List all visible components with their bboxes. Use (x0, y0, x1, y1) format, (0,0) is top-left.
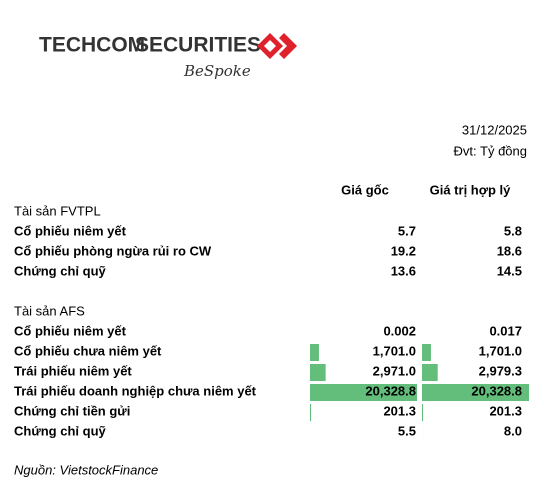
data-bar (422, 344, 431, 361)
cell-value: 8.0 (504, 423, 522, 438)
tagline: BeSpoke (183, 62, 251, 80)
data-bar (422, 404, 424, 421)
cell-value: 0.002 (383, 323, 416, 338)
row-label: Chứng chỉ tiền gửi (14, 403, 130, 418)
row-label: Trái phiếu doanh nghiệp chưa niêm yết (14, 383, 257, 398)
cell-value: 13.6 (391, 263, 416, 278)
cell-value: 19.2 (391, 243, 416, 258)
column-header: Giá gốc (341, 182, 389, 197)
row-label: Cổ phiếu niêm yết (14, 323, 127, 338)
row-label: Chứng chỉ quỹ (14, 263, 107, 278)
cell-value: 201.3 (383, 403, 416, 418)
row-label: Cổ phiếu niêm yết (14, 223, 127, 238)
cell-value: 5.5 (398, 423, 416, 438)
section-title: Tài sản FVTPL (14, 203, 101, 218)
row-label: Trái phiếu niêm yết (14, 363, 132, 378)
logo-mark (257, 33, 297, 59)
cell-value: 201.3 (489, 403, 522, 418)
row-label: Cổ phiếu chưa niêm yết (14, 343, 162, 358)
row-label: Cổ phiếu phòng ngừa rủi ro CW (14, 243, 212, 258)
cell-value: 20,328.8 (471, 383, 522, 398)
data-bar (310, 384, 417, 401)
data-bar (310, 344, 319, 361)
row-label: Chứng chỉ quỹ (14, 423, 107, 438)
cell-value: 14.5 (497, 263, 522, 278)
data-bar (310, 404, 312, 421)
data-bar (422, 364, 438, 381)
column-header: Giá trị hợp lý (430, 182, 512, 197)
brand-left: TECHCOM (39, 34, 145, 57)
cell-value: 2,971.0 (373, 363, 416, 378)
section-title: Tài sản AFS (14, 303, 85, 318)
cell-value: 20,328.8 (365, 383, 416, 398)
cell-value: 2,979.3 (479, 363, 522, 378)
data-bar (310, 364, 326, 381)
date: 31/12/2025 (462, 122, 527, 137)
cell-value: 0.017 (489, 323, 522, 338)
unit: Đvt: Tỷ đồng (454, 143, 527, 158)
cell-value: 1,701.0 (479, 343, 522, 358)
source: Nguồn: VietstockFinance (14, 462, 158, 477)
cell-value: 18.6 (497, 243, 522, 258)
cell-value: 1,701.0 (373, 343, 416, 358)
brand-right: SECURITIES (135, 34, 261, 57)
data-bar (422, 384, 529, 401)
cell-value: 5.7 (398, 223, 416, 238)
cell-value: 5.8 (504, 223, 522, 238)
